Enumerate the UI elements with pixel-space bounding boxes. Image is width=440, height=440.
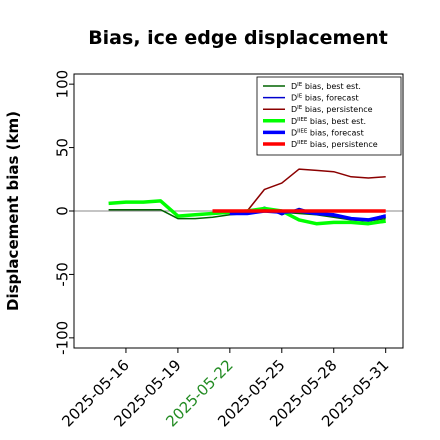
- legend-label: DIIEE bias, forecast: [291, 128, 364, 137]
- y-tick-label: 50: [54, 138, 72, 157]
- y-tick-label: 100: [54, 70, 72, 99]
- chart-title: Bias, ice edge displacement: [88, 27, 388, 49]
- legend-label: DIIEE bias, persistence: [291, 140, 378, 149]
- legend-label: DIE bias, best est.: [291, 82, 361, 91]
- legend-box: [256, 76, 402, 156]
- series-layer: [108, 168, 387, 226]
- x-axis-ticks: 2025-05-162025-05-192025-05-222025-05-25…: [58, 348, 393, 430]
- y-axis-label: Displacement bias (km): [4, 111, 22, 311]
- legend-label: DIE bias, persistence: [291, 105, 373, 114]
- legend-label: DIE bias, forecast: [291, 94, 359, 103]
- y-tick-label: -50: [54, 262, 72, 287]
- y-tick-label: -100: [54, 321, 72, 355]
- y-axis-ticks: 100 50 0 -50 -100: [54, 70, 74, 355]
- legend-label: DIIEE bias, best est.: [291, 117, 366, 126]
- legend: DIE bias, best est. DIE bias, forecast DIE…: [256, 76, 402, 156]
- y-tick-label: 0: [54, 206, 72, 216]
